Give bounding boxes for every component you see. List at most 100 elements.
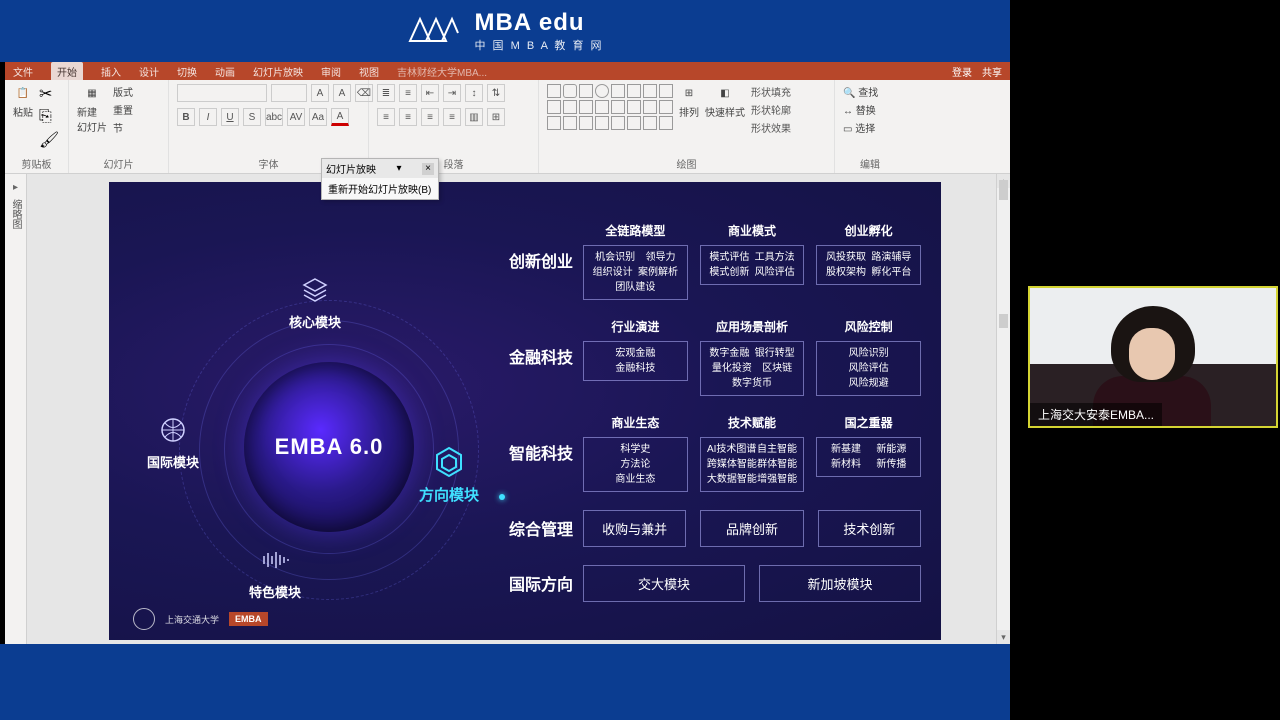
ribbon-tabbar: 文件 开始 插入 设计 切换 动画 幻灯片放映 审阅 视图 吉林财经大学MBA.… (5, 62, 1010, 80)
column-head: 技术赋能 (700, 414, 805, 431)
paste-button[interactable]: 📋 粘贴 (13, 84, 33, 119)
align-left-button[interactable]: ≡ (377, 108, 395, 126)
tab-design[interactable]: 设计 (139, 64, 159, 79)
column-head: 商业生态 (583, 414, 688, 431)
group-label-slides: 幻灯片 (77, 156, 160, 171)
tab-slideshow[interactable]: 幻灯片放映 (253, 64, 303, 79)
select-button[interactable]: ▭ 选择 (843, 120, 875, 135)
replace-button[interactable]: ↔ 替换 (843, 102, 876, 117)
slide-footer: 上海交通大学 EMBA (133, 608, 268, 630)
content-box: 风险识别风险评估风险规避 (816, 341, 921, 396)
scroll-thumb[interactable] (999, 314, 1008, 328)
tab-animation[interactable]: 动画 (215, 64, 235, 79)
copy-icon[interactable]: ⎘ (39, 108, 59, 126)
group-label-clipboard: 剪贴板 (13, 156, 60, 171)
content-rows: 创新创业全链路模型机会识别领导力组织设计案例解析团队建设商业模式模式评估工具方法… (509, 222, 921, 620)
node-core: 核心模块 (289, 272, 341, 331)
section-button[interactable]: 节 (113, 120, 133, 135)
decrease-font-button[interactable]: A (333, 84, 351, 102)
shapes-gallery[interactable] (547, 84, 673, 130)
chevron-down-icon[interactable]: ▾ (396, 163, 401, 174)
content-box: 新基建新能源新材料新传播 (816, 437, 921, 477)
stack-icon (297, 272, 333, 308)
brand-title: MBA edu (474, 9, 603, 37)
webcam-caption: 上海交大安泰EMBA... (1030, 403, 1162, 426)
wide-box: 交大模块 (583, 565, 745, 602)
scroll-down-icon[interactable]: ▾ (997, 630, 1010, 644)
bullets-button[interactable]: ≣ (377, 84, 395, 102)
content-box: 科学史方法论商业生态 (583, 437, 688, 492)
line-spacing-button[interactable]: ↕ (465, 84, 483, 102)
justify-button[interactable]: ≡ (443, 108, 461, 126)
content-box: 机会识别领导力组织设计案例解析团队建设 (583, 245, 688, 300)
columns-button[interactable]: ▥ (465, 108, 483, 126)
wide-box: 收购与兼并 (583, 510, 686, 547)
quick-styles-button[interactable]: ◧快速样式 (705, 84, 745, 119)
format-painter-icon[interactable]: 🖌 (39, 130, 59, 150)
doc-hint: 吉林财经大学MBA... (397, 64, 487, 79)
content-box: 风投获取路演辅导股权架构孵化平台 (816, 245, 921, 285)
increase-font-button[interactable]: A (311, 84, 329, 102)
group-label-editing: 编辑 (843, 156, 897, 171)
bold-button[interactable]: B (177, 108, 195, 126)
reset-button[interactable]: 重置 (113, 102, 133, 117)
layout-button[interactable]: 版式 (113, 84, 133, 99)
clipboard-icon: 📋 (14, 84, 32, 102)
font-family-select[interactable] (177, 84, 267, 102)
change-case-button[interactable]: Aa (309, 108, 327, 126)
brand-subtitle: 中 国 M B A 教 育 网 (474, 37, 603, 53)
column-head: 国之重器 (816, 414, 921, 431)
arrange-button[interactable]: ⊞排列 (679, 84, 699, 119)
tab-transition[interactable]: 切换 (177, 64, 197, 79)
workspace: ▸ 缩略图 EMBA 6.0 核心模块 (5, 174, 1010, 644)
group-label-drawing: 绘图 (547, 156, 826, 171)
wide-box: 技术创新 (818, 510, 921, 547)
new-slide-button[interactable]: ▦ 新建 幻灯片 (77, 84, 107, 134)
orb-diagram: EMBA 6.0 核心模块 国际模块 特色模块 (129, 232, 509, 602)
align-center-button[interactable]: ≡ (399, 108, 417, 126)
popup-restart-item[interactable]: 重新开始幻灯片放映(B) (322, 178, 438, 199)
quick-styles-icon: ◧ (716, 84, 734, 102)
char-spacing-button[interactable]: AV (287, 108, 305, 126)
vertical-scrollbar[interactable]: ▴ ▾ (996, 174, 1010, 644)
column-head: 全链路模型 (583, 222, 688, 239)
webcam-tile[interactable]: 上海交大安泰EMBA... (1028, 286, 1278, 428)
thumbnails-rail[interactable]: ▸ 缩略图 (5, 174, 27, 644)
shape-fill-button[interactable]: 形状填充 (751, 84, 791, 99)
find-button[interactable]: 🔍 查找 (843, 84, 878, 99)
scroll-thumb[interactable] (999, 180, 1008, 200)
slideshow-popup: 幻灯片放映▾× 重新开始幻灯片放映(B) (321, 158, 439, 200)
tab-insert[interactable]: 插入 (101, 64, 121, 79)
font-size-select[interactable] (271, 84, 307, 102)
font-color-button[interactable]: A (331, 108, 349, 126)
tab-view[interactable]: 视图 (359, 64, 379, 79)
arrange-icon: ⊞ (680, 84, 698, 102)
chevron-right-icon[interactable]: ▸ (13, 182, 18, 193)
new-slide-icon: ▦ (83, 84, 101, 102)
numbering-button[interactable]: ≡ (399, 84, 417, 102)
row-label: 金融科技 (509, 318, 583, 368)
text-direction-button[interactable]: ⇅ (487, 84, 505, 102)
close-icon[interactable]: × (422, 163, 434, 175)
strike-button[interactable]: S (243, 108, 261, 126)
content-row: 创新创业全链路模型机会识别领导力组织设计案例解析团队建设商业模式模式评估工具方法… (509, 222, 921, 300)
content-box: 模式评估工具方法模式创新风险评估 (700, 245, 805, 285)
column-head: 应用场景剖析 (700, 318, 805, 335)
shadow-button[interactable]: abc (265, 108, 283, 126)
indent-button[interactable]: ⇥ (443, 84, 461, 102)
underline-button[interactable]: U (221, 108, 239, 126)
shape-outline-button[interactable]: 形状轮廓 (751, 102, 791, 117)
brand-logo-icon (406, 13, 462, 49)
tab-home[interactable]: 开始 (51, 62, 83, 81)
share-link[interactable]: 共享 (982, 64, 1002, 79)
login-link[interactable]: 登录 (952, 64, 972, 79)
tab-review[interactable]: 审阅 (321, 64, 341, 79)
tab-file[interactable]: 文件 (13, 64, 33, 79)
italic-button[interactable]: I (199, 108, 217, 126)
outdent-button[interactable]: ⇤ (421, 84, 439, 102)
align-right-button[interactable]: ≡ (421, 108, 439, 126)
shape-effects-button[interactable]: 形状效果 (751, 120, 791, 135)
wide-box: 新加坡模块 (759, 565, 921, 602)
smartart-button[interactable]: ⊞ (487, 108, 505, 126)
scissors-icon[interactable]: ✂ (39, 84, 59, 104)
